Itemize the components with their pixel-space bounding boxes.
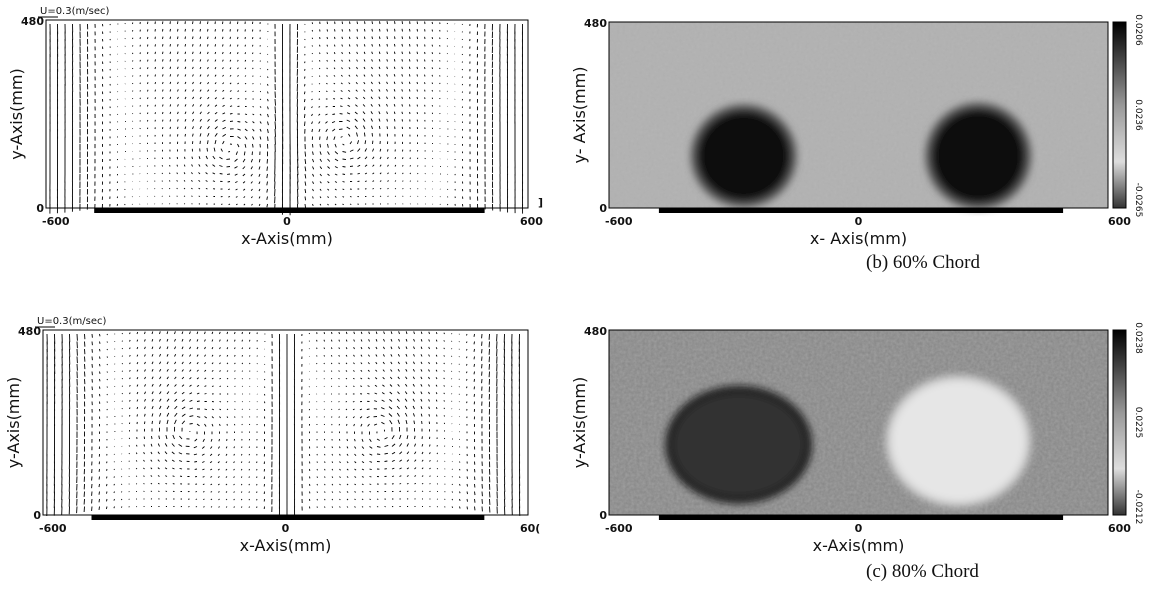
contour-blob xyxy=(925,102,1032,210)
x-tick: -600 xyxy=(605,522,633,535)
colorbar-tick: 0.0236 xyxy=(1133,99,1143,131)
contour-noise xyxy=(609,22,1108,208)
y-axis-label: y-Axis(mm) xyxy=(4,377,23,468)
wing-bar xyxy=(658,208,1064,213)
x-tick: 600 xyxy=(1108,522,1131,535)
colorbar-tick: 0.0238 xyxy=(1133,322,1143,354)
y-tick: 0 xyxy=(599,509,607,522)
x-axis-label: x-Axis(mm) xyxy=(241,229,333,248)
x-tick: -600 xyxy=(39,522,67,535)
y-axis-label: y-Axis(mm) xyxy=(7,68,26,159)
plot-frame xyxy=(45,19,529,209)
contour-blob xyxy=(690,104,797,208)
y-axis-label: y- Axis(mm) xyxy=(570,67,589,164)
x-tick: 60( xyxy=(520,522,540,535)
x-tick: 0 xyxy=(855,215,863,228)
y-tick: 0 xyxy=(36,202,44,215)
y-tick: 480 xyxy=(21,15,44,28)
colorbar xyxy=(1112,329,1127,516)
colorbar-tick: -0.0212 xyxy=(1133,490,1143,525)
scale-label: U=0.3(m/sec) xyxy=(40,6,109,17)
contour-blob xyxy=(665,386,812,504)
y-axis-label: y-Axis(mm) xyxy=(570,377,589,468)
y-tick: 480 xyxy=(18,325,41,338)
caption: (c) 80% Chord xyxy=(866,561,979,582)
vector-field xyxy=(46,331,521,518)
plot-frame xyxy=(42,329,529,516)
y-tick: 480 xyxy=(584,325,607,338)
x-tick: 600 xyxy=(520,215,543,228)
y-tick: 0 xyxy=(599,202,607,215)
y-tick: 0 xyxy=(33,509,41,522)
x-axis-label: x-Axis(mm) xyxy=(240,536,332,555)
vector-field xyxy=(49,21,524,216)
x-axis-label: x-Axis(mm) xyxy=(813,536,905,555)
x-tick: 0 xyxy=(282,522,290,535)
wing-bar xyxy=(94,208,485,213)
contour-blob xyxy=(885,375,1032,507)
colorbar-tick: 0.0206 xyxy=(1133,14,1143,46)
wing-bar xyxy=(658,515,1064,520)
colorbar-tick: -0.0265 xyxy=(1133,183,1143,218)
x-tick: -600 xyxy=(605,215,633,228)
colorbar-tick: 0.0225 xyxy=(1133,407,1143,439)
colorbar xyxy=(1112,21,1127,209)
x-tick: 0 xyxy=(855,522,863,535)
x-tick: 0 xyxy=(283,215,291,228)
edge-mark: ] xyxy=(538,196,543,209)
x-tick: 600 xyxy=(1108,215,1131,228)
x-tick: -600 xyxy=(42,215,70,228)
scale-label: U=0.3(m/sec) xyxy=(37,316,106,327)
x-axis-label: x- Axis(mm) xyxy=(810,229,907,248)
wing-bar xyxy=(91,515,485,520)
caption: (b) 60% Chord xyxy=(866,252,980,273)
y-tick: 480 xyxy=(584,17,607,30)
